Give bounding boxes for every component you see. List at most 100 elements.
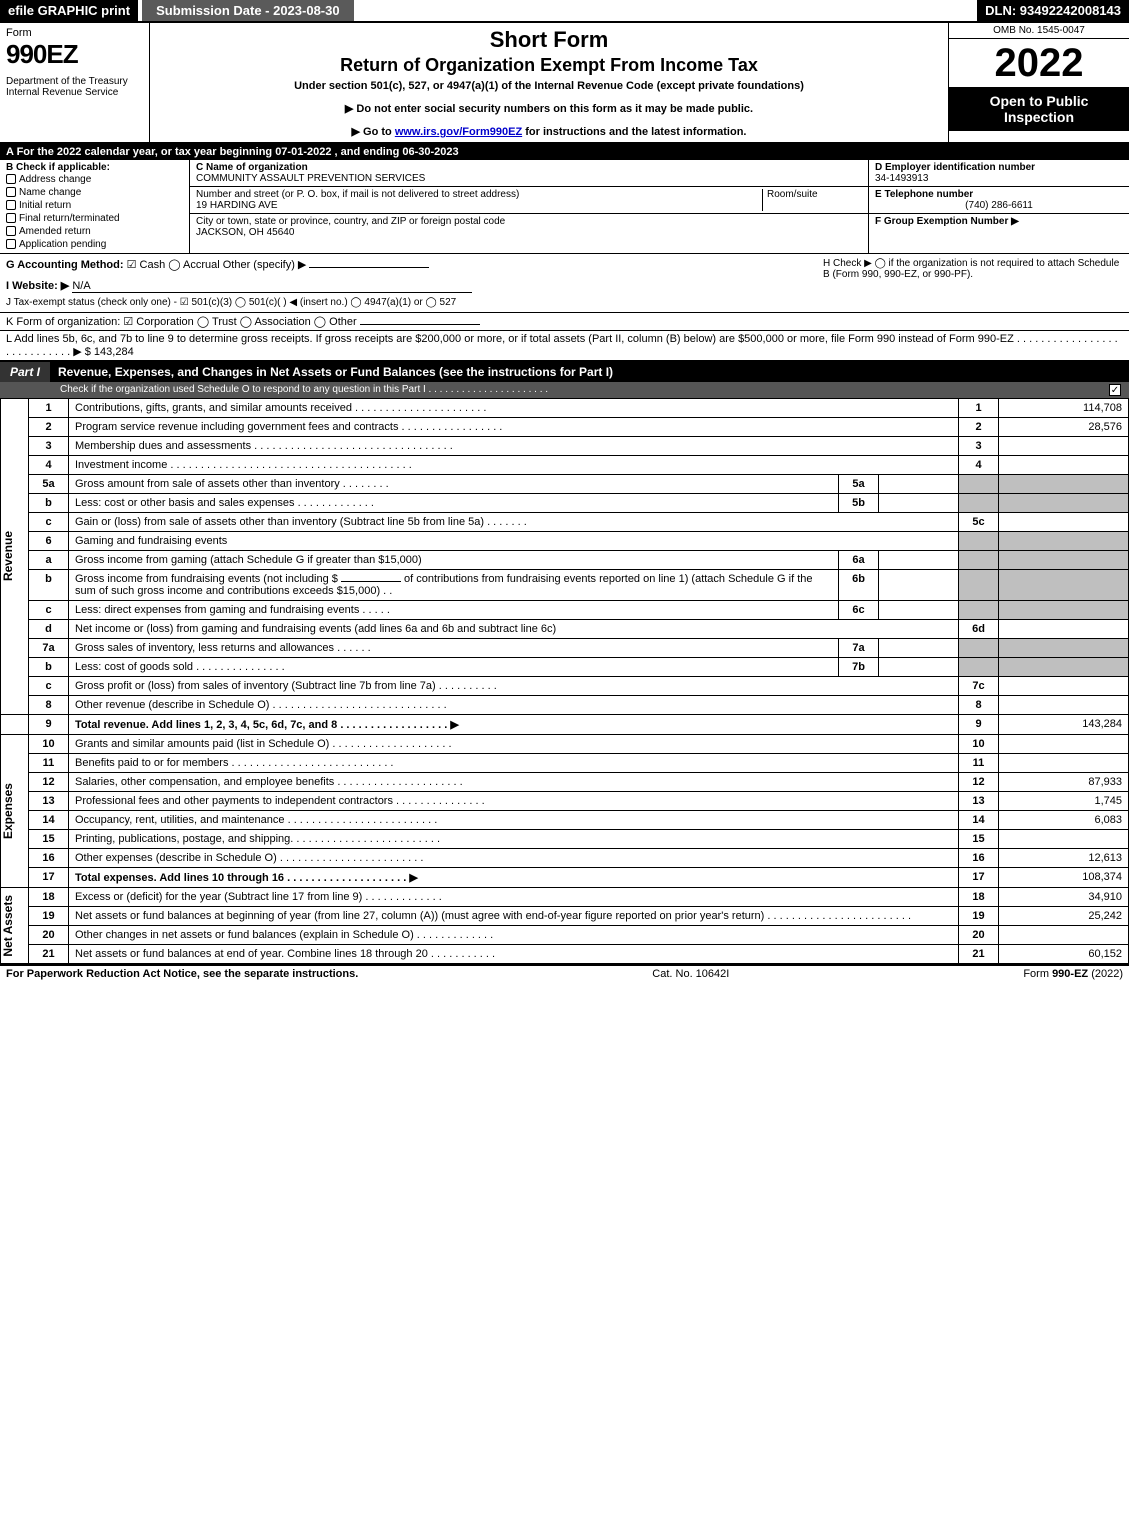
l1-ref: 1 — [959, 399, 999, 418]
chk-amended-return[interactable]: Amended return — [6, 225, 183, 238]
l7a-desc: Gross sales of inventory, less returns a… — [69, 639, 839, 658]
l3-desc: Membership dues and assessments . . . . … — [69, 437, 959, 456]
k-other-input[interactable] — [360, 324, 480, 325]
g-other-input[interactable] — [309, 267, 429, 268]
part1-sub-text: Check if the organization used Schedule … — [60, 384, 548, 396]
org-street: 19 HARDING AVE — [196, 200, 278, 211]
l14-num: 14 — [29, 811, 69, 830]
l7c-val — [999, 677, 1129, 696]
l5a-in: 5a — [839, 475, 879, 494]
l12-val: 87,933 — [999, 773, 1129, 792]
l19-num: 19 — [29, 907, 69, 926]
dln: DLN: 93492242008143 — [977, 0, 1129, 21]
l15-num: 15 — [29, 830, 69, 849]
l13-num: 13 — [29, 792, 69, 811]
org-name: COMMUNITY ASSAULT PREVENTION SERVICES — [196, 173, 425, 184]
l6-desc: Gaming and fundraising events — [69, 532, 959, 551]
l20-num: 20 — [29, 926, 69, 945]
l16-desc: Other expenses (describe in Schedule O) … — [69, 849, 959, 868]
l5a-iv — [879, 475, 959, 494]
g-block: G Accounting Method: ☑ Cash ◯ Accrual Ot… — [6, 258, 823, 308]
part1-sub: Check if the organization used Schedule … — [0, 382, 1129, 398]
l8-num: 8 — [29, 696, 69, 715]
l2-ref: 2 — [959, 418, 999, 437]
l20-desc: Other changes in net assets or fund bala… — [69, 926, 959, 945]
l5c-ref: 5c — [959, 513, 999, 532]
chk-final-return[interactable]: Final return/terminated — [6, 212, 183, 225]
l5b-in: 5b — [839, 494, 879, 513]
l3-val — [999, 437, 1129, 456]
l5a-ref — [959, 475, 999, 494]
l6d-val — [999, 620, 1129, 639]
l6a-ref — [959, 551, 999, 570]
l6b-iv — [879, 570, 959, 601]
footer-left: For Paperwork Reduction Act Notice, see … — [6, 968, 358, 980]
l7a-val — [999, 639, 1129, 658]
l6a-desc: Gross income from gaming (attach Schedul… — [69, 551, 839, 570]
netassets-side: Net Assets — [1, 888, 29, 964]
l19-desc: Net assets or fund balances at beginning… — [69, 907, 959, 926]
top-bar: efile GRAPHIC print Submission Date - 20… — [0, 0, 1129, 23]
note-ssn: ▶ Do not enter social security numbers o… — [160, 102, 938, 115]
l6c-val — [999, 601, 1129, 620]
l11-val — [999, 754, 1129, 773]
l6-num: 6 — [29, 532, 69, 551]
l8-ref: 8 — [959, 696, 999, 715]
l7c-num: c — [29, 677, 69, 696]
chk-initial-return[interactable]: Initial return — [6, 199, 183, 212]
l1-num: 1 — [29, 399, 69, 418]
room-label: Room/suite — [767, 189, 818, 200]
part1-title: Revenue, Expenses, and Changes in Net As… — [50, 362, 621, 382]
l1-desc: Contributions, gifts, grants, and simila… — [69, 399, 959, 418]
l7a-num: 7a — [29, 639, 69, 658]
schedule-o-checkbox[interactable]: ✓ — [1109, 384, 1121, 396]
col-def: D Employer identification number 34-1493… — [869, 160, 1129, 253]
col-b: B Check if applicable: Address change Na… — [0, 160, 190, 253]
c-city-cell: City or town, state or province, country… — [190, 214, 868, 240]
revenue-side: Revenue — [1, 399, 29, 715]
submission-date: Submission Date - 2023-08-30 — [142, 0, 354, 21]
l6c-num: c — [29, 601, 69, 620]
l15-ref: 15 — [959, 830, 999, 849]
g-label: G Accounting Method: — [6, 259, 124, 271]
footer-right: Form 990-EZ (2022) — [1023, 968, 1123, 980]
l4-desc: Investment income . . . . . . . . . . . … — [69, 456, 959, 475]
l14-ref: 14 — [959, 811, 999, 830]
l5c-val — [999, 513, 1129, 532]
chk-name-change[interactable]: Name change — [6, 186, 183, 199]
f-cell: F Group Exemption Number ▶ — [869, 214, 1129, 229]
d-label: D Employer identification number — [875, 162, 1035, 173]
l7a-iv — [879, 639, 959, 658]
l9-desc: Total revenue. Add lines 1, 2, 3, 4, 5c,… — [69, 715, 959, 735]
j-line: J Tax-exempt status (check only one) - ☑… — [6, 297, 456, 308]
l10-val — [999, 735, 1129, 754]
l17-val: 108,374 — [999, 868, 1129, 888]
f-label: F Group Exemption Number ▶ — [875, 216, 1019, 227]
header-left: Form 990EZ Department of the Treasury In… — [0, 23, 150, 142]
g-options: ☑ Cash ◯ Accrual Other (specify) ▶ — [127, 259, 307, 271]
chk-address-change[interactable]: Address change — [6, 173, 183, 186]
col-c: C Name of organization COMMUNITY ASSAULT… — [190, 160, 869, 253]
l16-num: 16 — [29, 849, 69, 868]
c-name-cell: C Name of organization COMMUNITY ASSAULT… — [190, 160, 868, 187]
header-center: Short Form Return of Organization Exempt… — [150, 23, 949, 142]
title-short-form: Short Form — [160, 27, 938, 53]
l16-ref: 16 — [959, 849, 999, 868]
note-link-pre: ▶ Go to — [352, 126, 395, 138]
l15-val — [999, 830, 1129, 849]
l21-desc: Net assets or fund balances at end of ye… — [69, 945, 959, 964]
l5c-num: c — [29, 513, 69, 532]
l21-num: 21 — [29, 945, 69, 964]
l5b-num: b — [29, 494, 69, 513]
revenue-side-end — [1, 715, 29, 735]
chk-application-pending[interactable]: Application pending — [6, 238, 183, 251]
l6b-in: 6b — [839, 570, 879, 601]
l20-ref: 20 — [959, 926, 999, 945]
l6-ref — [959, 532, 999, 551]
l11-ref: 11 — [959, 754, 999, 773]
l6b-input[interactable] — [341, 581, 401, 582]
tax-year: 2022 — [949, 39, 1129, 87]
irs-link[interactable]: www.irs.gov/Form990EZ — [395, 126, 522, 138]
expenses-side: Expenses — [1, 735, 29, 888]
omb-number: OMB No. 1545-0047 — [949, 23, 1129, 39]
